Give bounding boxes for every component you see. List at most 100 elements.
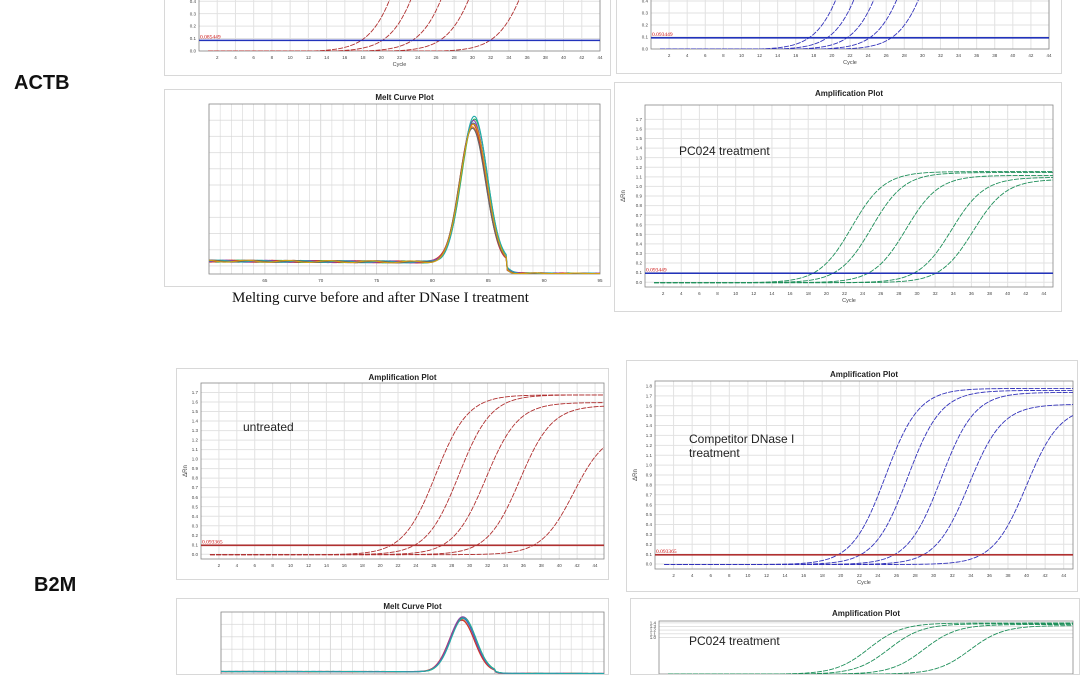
y-tick-label: 1.4 (192, 419, 199, 424)
x-tick-label: 30 (467, 563, 473, 568)
amplification-curve-series (654, 171, 1053, 284)
x-tick-label: 2 (668, 53, 671, 58)
threshold-label: 0.085449 (200, 34, 221, 40)
x-tick-label: 40 (557, 563, 563, 568)
x-tick-label: 18 (360, 563, 366, 568)
x-tick-label: 20 (379, 55, 385, 60)
amplification-curve-series (664, 391, 1073, 565)
x-tick-label: 36 (525, 55, 531, 60)
y-tick-label: 0.0 (192, 552, 199, 557)
b2m-untreated-plot: 2 4 6 8 10 12 14 16 18 20 22 24 26 28 30 32 34 36 38 40 42 44… (176, 368, 609, 580)
y-tick-label: 0.5 (192, 504, 199, 509)
chart-svg: 65 70 75 80 85 90 95 Melt Curve Plot (208, 93, 603, 283)
y-tick-label: 0.8 (192, 476, 199, 481)
melt-curve-series (209, 119, 600, 274)
x-tick-label: 10 (739, 53, 745, 58)
actb-untreated-plot: 2 4 6 8 10 12 14 16 18 20 22 24 26 28 30 32 34 36 38 40 42 44… (164, 0, 611, 76)
y-tick-label: 0.3 (192, 523, 199, 528)
y-tick-label: 0.6 (192, 495, 199, 500)
chart-annotation: treatment (689, 446, 740, 460)
plot-area-frame (220, 611, 605, 674)
x-tick-label: 32 (485, 563, 491, 568)
x-tick-label: 22 (847, 53, 853, 58)
chart-svg: 2 4 6 8 10 12 14 16 18 20 22 24 26 28 30 32 34 36 38 40 42 44… (183, 373, 605, 568)
y-tick-label: 1.4 (646, 423, 653, 428)
plot-area-frame (208, 103, 601, 275)
y-tick-label: 0.8 (646, 482, 653, 487)
x-tick-label: 34 (956, 53, 962, 58)
x-tick-label: 22 (842, 291, 848, 296)
y-tick-label: 0.1 (192, 542, 199, 547)
x-tick-label: 2 (218, 563, 221, 568)
x-tick-label: 28 (896, 291, 902, 296)
y-tick-label: 0.7 (636, 213, 643, 218)
amplification-curve-series (209, 394, 604, 556)
x-tick-label: 26 (433, 55, 439, 60)
y-tick-label: 0.3 (646, 532, 653, 537)
y-tick-label: 0.0 (636, 280, 643, 285)
amplification-curve-series (654, 174, 1053, 284)
x-tick-label: 18 (820, 573, 826, 578)
x-tick-label: 40 (1010, 53, 1016, 58)
x-tick-label: 32 (488, 55, 494, 60)
y-tick-label: 1.0 (192, 457, 199, 462)
y-tick-label: 1.3 (646, 433, 653, 438)
x-tick-label: 40 (561, 55, 567, 60)
y-tick-label: 1.2 (646, 443, 653, 448)
plot-area-frame (644, 104, 1054, 288)
amplification-curve-series (660, 0, 875, 49)
y-tick-label: 0.5 (646, 512, 653, 517)
y-tick-label: 1.2 (192, 438, 199, 443)
x-tick-label: 16 (342, 55, 348, 60)
chart-svg: 2 4 6 8 10 12 14 16 18 20 22 24 26 28 30 32 34 36 38 40 42 44… (621, 89, 1054, 304)
x-tick-label: 34 (951, 291, 957, 296)
y-tick-label: 1.0 (636, 184, 643, 189)
actb-competitor-plot: 2 4 6 8 10 12 14 16 18 20 22 24 26 28 30 32 34 36 38 40 42 44… (616, 0, 1062, 74)
x-tick-label: 30 (470, 55, 476, 60)
x-tick-label: 30 (914, 291, 920, 296)
x-tick-label: 26 (884, 53, 890, 58)
melt-curve-series (221, 616, 604, 674)
melt-curve-series (221, 617, 604, 674)
y-tick-label: 0.4 (636, 241, 643, 246)
x-axis-label: Cycle (857, 580, 871, 586)
b2m-competitor-plot: 2 4 6 8 10 12 14 16 18 20 22 24 26 28 30 32 34 36 38 40 42 44… (626, 360, 1078, 592)
grid (199, 0, 601, 52)
amplification-curve-series (654, 177, 1053, 284)
x-tick-label: 16 (342, 563, 348, 568)
x-tick-label: 28 (452, 55, 458, 60)
plot-area-frame (654, 380, 1074, 570)
threshold-label: 0.093365 (202, 539, 223, 545)
chart-title: Amplification Plot (369, 373, 437, 382)
melt-curve-series (209, 123, 600, 274)
grid (659, 622, 1073, 638)
x-tick-label: 65 (262, 278, 268, 283)
y-tick-label: 1.3 (636, 155, 643, 160)
chart-svg: 2 4 6 8 10 12 14 16 18 20 22 24 26 28 30 32 34 36 38 40 42 44… (642, 0, 1052, 66)
x-axis-label: Cycle (393, 62, 407, 68)
y-tick-label: 1.5 (636, 136, 643, 141)
y-tick-label: 0.4 (192, 514, 199, 519)
grid (208, 104, 601, 274)
plot-area-frame (658, 620, 1074, 674)
y-tick-label: 0.8 (636, 203, 643, 208)
chart-title: Melt Curve Plot (375, 93, 434, 102)
y-axis-label: ΔRn (633, 469, 639, 481)
x-tick-label: 16 (801, 573, 807, 578)
x-tick-label: 24 (413, 563, 419, 568)
y-tick-label: 1.1 (192, 447, 199, 452)
y-axis-label: ΔRn (183, 465, 189, 477)
amplification-curve-series (664, 404, 1073, 565)
x-tick-label: 36 (521, 563, 527, 568)
melt-curve-series (209, 122, 600, 274)
grid (201, 383, 604, 559)
y-tick-label: 1.4 (650, 620, 657, 625)
x-tick-label: 32 (933, 291, 939, 296)
amplification-curve-series (208, 0, 469, 51)
y-tick-label: 1.7 (646, 393, 653, 398)
chart-svg: 2 4 6 8 10 12 14 16 18 20 22 24 26 28 30 32 34 36 38 40 42 44… (190, 0, 603, 68)
series-group (221, 616, 604, 674)
x-tick-label: 24 (415, 55, 421, 60)
y-tick-label: 0.4 (646, 522, 653, 527)
x-tick-label: 28 (449, 563, 455, 568)
